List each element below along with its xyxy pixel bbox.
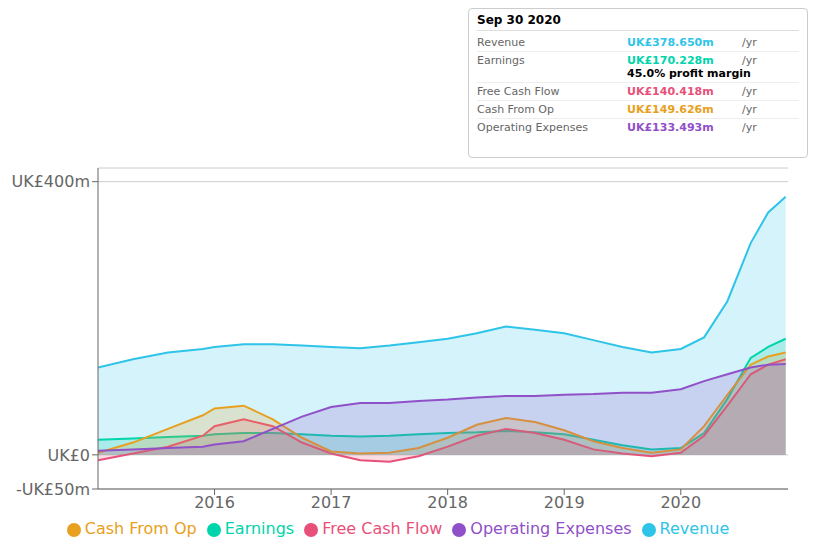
html-text:Sep 30 2020: Sep 30 2020 <box>477 13 561 27</box>
html-text:Earnings: Earnings <box>477 54 525 67</box>
html-text:Operating Expenses: Operating Expenses <box>477 121 588 134</box>
html-text:/yr: /yr <box>742 36 757 49</box>
svg-text:2018: 2018 <box>427 493 468 512</box>
html-text:Earnings: Earnings <box>224 519 295 538</box>
html-text:Revenue: Revenue <box>477 36 525 49</box>
html-text:UK£140.418m: UK£140.418m <box>627 85 714 98</box>
html-text:45.0% profit margin: 45.0% profit margin <box>627 67 751 80</box>
svg-text:-UK£50m: -UK£50m <box>16 480 90 499</box>
html-text:Free Cash Flow: Free Cash Flow <box>477 85 560 98</box>
svg-text:2019: 2019 <box>544 493 585 512</box>
html-text:/yr: /yr <box>742 121 757 134</box>
html-text:UK£133.493m: UK£133.493m <box>627 121 714 134</box>
svg-text:2017: 2017 <box>311 493 352 512</box>
html-text:/yr: /yr <box>742 85 757 98</box>
svg-text:2016: 2016 <box>194 493 235 512</box>
html-text:Cash From Op: Cash From Op <box>477 103 554 116</box>
html-text:/yr: /yr <box>742 54 757 67</box>
html-text:UK£170.228m: UK£170.228m <box>627 54 714 67</box>
html-text:Operating Expenses: Operating Expenses <box>470 519 632 538</box>
html-text:Free Cash Flow: Free Cash Flow <box>322 519 443 538</box>
svg-text:UK£400m: UK£400m <box>11 172 90 191</box>
html-text:Cash From Op: Cash From Op <box>84 519 197 538</box>
html-text:/yr: /yr <box>742 103 757 116</box>
html-text:Revenue: Revenue <box>659 519 730 538</box>
html-text:UK£378.650m: UK£378.650m <box>627 36 714 49</box>
svg-text:2020: 2020 <box>660 493 701 512</box>
svg-text:UK£0: UK£0 <box>47 446 90 465</box>
html-text:UK£149.626m: UK£149.626m <box>627 103 714 116</box>
